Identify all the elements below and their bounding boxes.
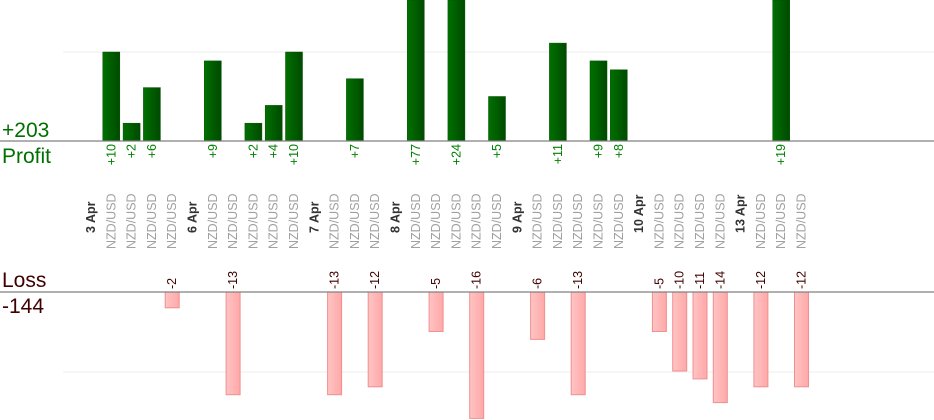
profit-bar	[102, 51, 121, 142]
loss-bar	[469, 291, 485, 419]
date-label: 9 Apr	[510, 201, 524, 233]
pair-label: NZD/USD	[673, 193, 687, 249]
pair-label: NZD/USD	[470, 193, 484, 249]
profit-value-label: +10	[287, 144, 301, 165]
profit-label: Profit	[2, 145, 51, 168]
loss-value-label: -13	[226, 271, 240, 289]
pair-label: NZD/USD	[267, 193, 281, 249]
pair-label: NZD/USD	[490, 193, 504, 249]
profit-value-label: +4	[267, 144, 281, 158]
pair-label: NZD/USD	[145, 193, 159, 249]
profit-value-label: +11	[551, 144, 565, 164]
loss-total: -144	[2, 295, 44, 318]
profit-bar	[488, 96, 506, 142]
pair-label: NZD/USD	[531, 193, 545, 249]
pair-label: NZD/USD	[571, 193, 585, 249]
profit-value-label: +77	[409, 144, 423, 165]
loss-value-label: -2	[165, 278, 179, 289]
profit-value-label: +7	[348, 144, 362, 158]
pair-label: NZD/USD	[429, 193, 443, 249]
loss-value-label: -13	[571, 271, 585, 289]
date-label: 3 Apr	[84, 201, 98, 233]
date-label: 13 Apr	[734, 194, 748, 233]
loss-bar	[530, 291, 546, 340]
profit-bar	[610, 69, 628, 142]
profit-value-label: +2	[125, 144, 139, 158]
pair-label: NZD/USD	[206, 193, 220, 249]
profit-value-label: +6	[145, 144, 159, 158]
loss-bar	[327, 291, 343, 396]
date-label: 10 Apr	[632, 194, 646, 233]
loss-value-label: -5	[429, 278, 443, 289]
loss-label: Loss	[2, 269, 46, 292]
profit-total: +203	[2, 119, 49, 142]
pair-label: NZD/USD	[774, 193, 788, 249]
pair-label: NZD/USD	[165, 193, 179, 249]
profit-value-label: +24	[449, 144, 463, 165]
pair-label: NZD/USD	[551, 193, 565, 249]
loss-bar	[712, 291, 728, 404]
pair-label: NZD/USD	[226, 193, 240, 249]
profit-bar	[244, 122, 263, 142]
profit-bar	[122, 122, 141, 142]
profit-bar	[549, 42, 567, 142]
pair-label: NZD/USD	[449, 193, 463, 249]
loss-bar	[164, 291, 180, 309]
profit-value-label: +2	[246, 144, 260, 158]
profit-bar	[407, 0, 425, 142]
pair-label: NZD/USD	[713, 193, 727, 249]
profit-bar	[143, 87, 161, 142]
loss-value-label: -12	[795, 271, 809, 289]
pair-label: NZD/USD	[368, 193, 382, 249]
pair-label: NZD/USD	[409, 193, 423, 249]
profit-value-label: +9	[206, 144, 220, 158]
loss-value-label: -11	[693, 272, 707, 289]
pair-label: NZD/USD	[795, 193, 809, 249]
profit-value-label: +5	[490, 144, 504, 158]
loss-value-label: -14	[713, 271, 727, 289]
profit-bar	[204, 60, 222, 142]
loss-value-label: -6	[531, 278, 545, 289]
loss-value-label: -16	[470, 271, 484, 289]
loss-bar	[225, 291, 241, 396]
pair-label: NZD/USD	[328, 193, 342, 249]
profit-bar	[346, 78, 364, 142]
pair-label: NZD/USD	[652, 193, 666, 249]
profit-bar	[285, 51, 303, 142]
loss-value-label: -5	[652, 278, 666, 289]
loss-bar	[672, 291, 688, 372]
loss-bar	[367, 291, 383, 388]
pair-label: NZD/USD	[693, 193, 707, 249]
date-label: 8 Apr	[389, 201, 403, 233]
profit-bar	[264, 105, 283, 142]
pair-label: NZD/USD	[754, 193, 768, 249]
loss-value-label: -12	[754, 271, 768, 289]
loss-value-label: -13	[328, 271, 342, 289]
loss-bar	[651, 291, 667, 332]
profit-value-label: +9	[592, 144, 606, 158]
date-label: 6 Apr	[186, 201, 200, 233]
pair-label: NZD/USD	[125, 193, 139, 249]
pair-label: NZD/USD	[287, 193, 301, 249]
profit-value-label: +8	[612, 144, 626, 158]
pair-label: NZD/USD	[592, 193, 606, 249]
pair-label: NZD/USD	[348, 193, 362, 249]
pair-label: NZD/USD	[246, 193, 260, 249]
profit-bar	[772, 0, 790, 142]
profit-bar	[589, 60, 608, 142]
loss-bar	[570, 291, 586, 396]
loss-bar	[428, 291, 444, 332]
profit-value-label: +10	[104, 144, 118, 165]
pair-label: NZD/USD	[612, 193, 626, 249]
loss-bar	[753, 291, 769, 388]
loss-bar	[692, 291, 708, 380]
profit-bar	[447, 0, 466, 142]
loss-value-label: -10	[673, 271, 687, 289]
date-label: 7 Apr	[307, 201, 321, 233]
loss-bar	[794, 291, 809, 388]
loss-value-label: -12	[368, 271, 382, 289]
profit-value-label: +19	[774, 144, 788, 165]
pair-label: NZD/USD	[104, 193, 118, 249]
